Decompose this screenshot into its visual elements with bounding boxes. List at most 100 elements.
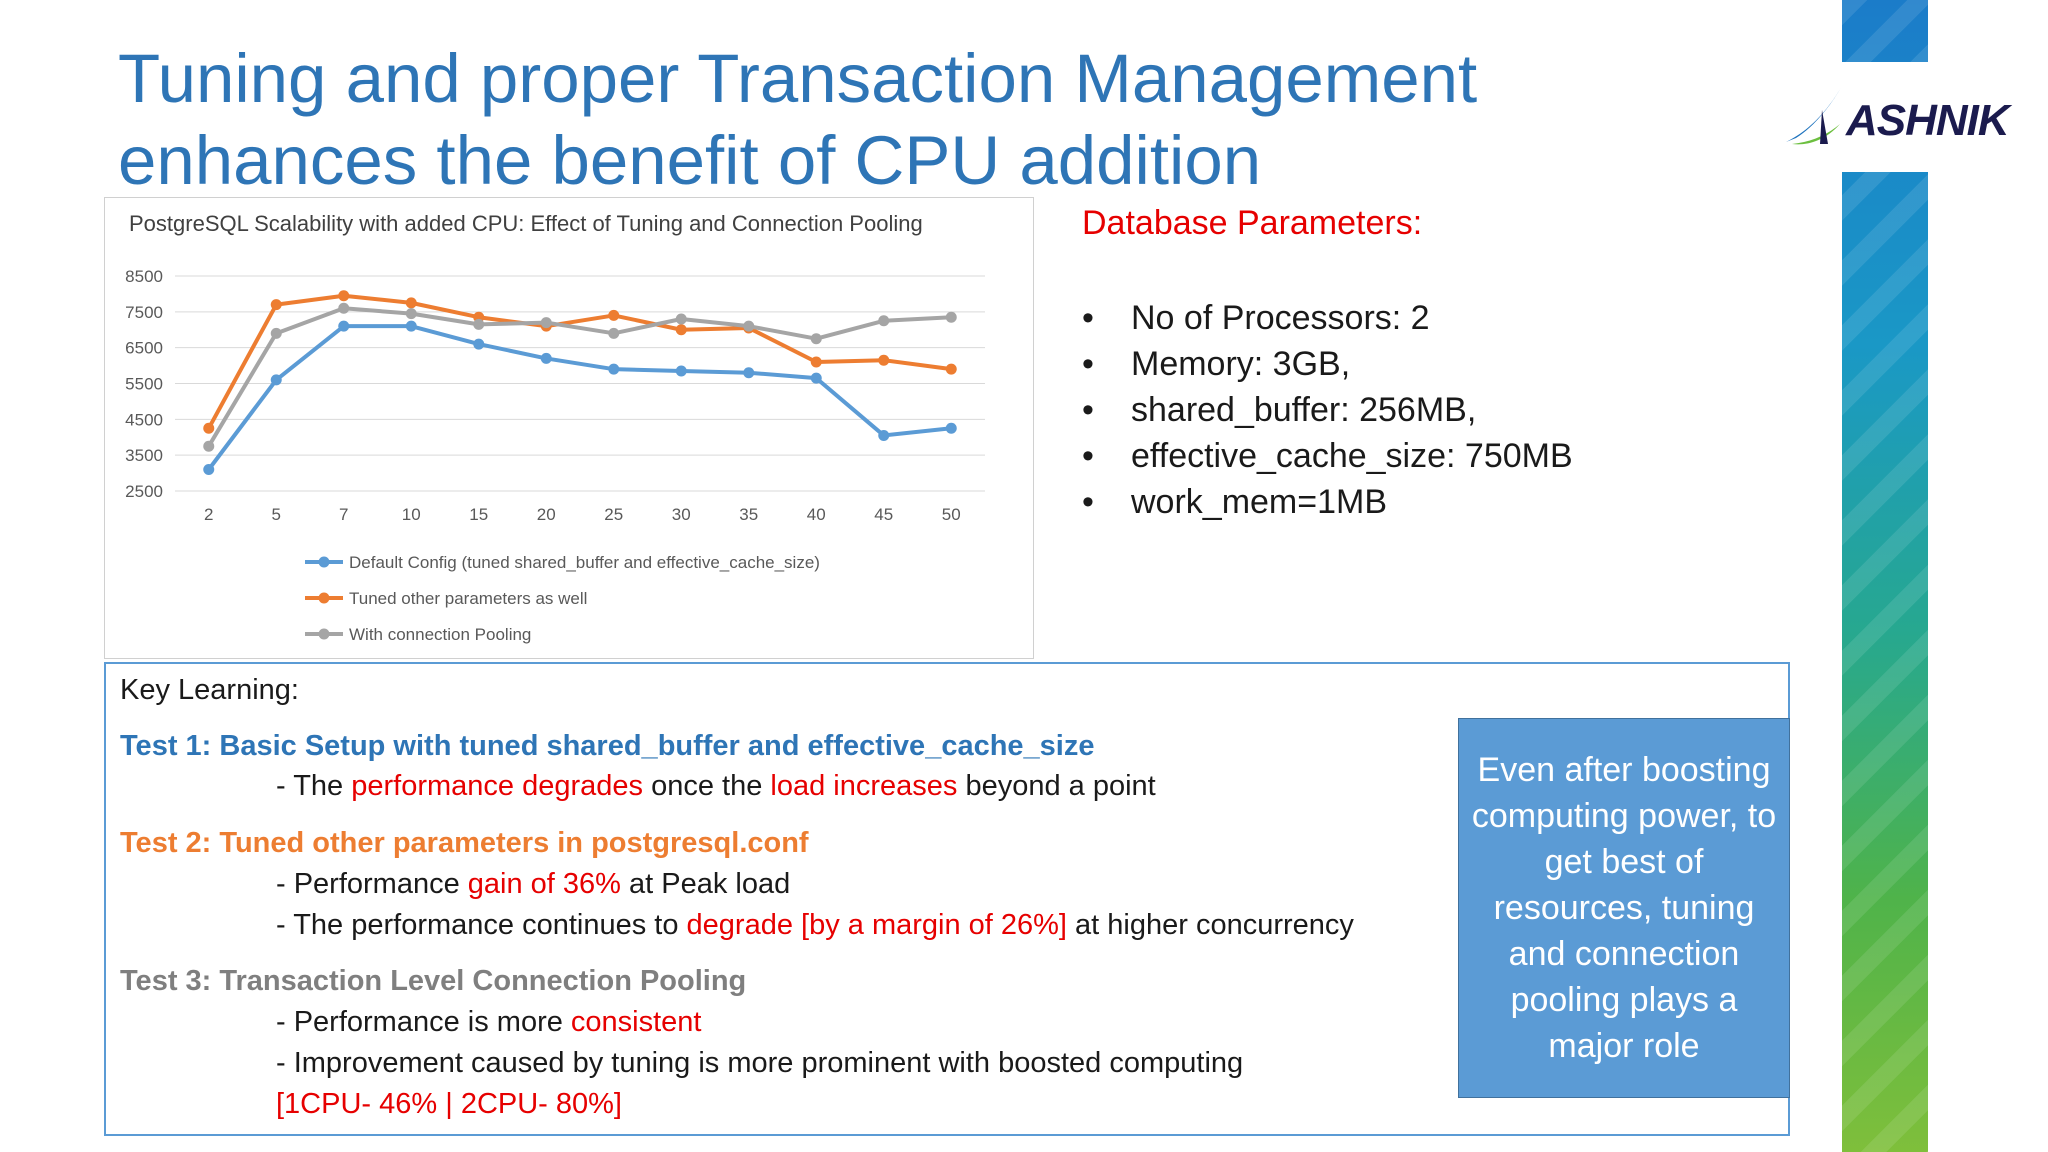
legend-swatch-marker (318, 556, 330, 568)
page-title: Tuning and proper Transaction Management… (118, 38, 1498, 202)
data-point (810, 356, 822, 368)
param-item: shared_buffer: 256MB, (1082, 387, 1573, 433)
legend-entry: Default Config (tuned shared_buffer and … (305, 553, 820, 572)
data-point (270, 374, 282, 386)
test2-title: Test 2: Tuned other parameters in postgr… (120, 827, 809, 859)
data-point (338, 302, 350, 314)
series-1 (203, 320, 957, 475)
key-learning-heading: Key Learning: (120, 674, 299, 706)
test3-line-3: [1CPU- 46% | 2CPU- 80%] (276, 1088, 622, 1120)
y-tick-label: 4500 (125, 410, 163, 429)
text-segment: - The performance continues to (276, 909, 687, 941)
test3-title: Test 3: Transaction Level Connection Poo… (120, 965, 747, 997)
data-point (203, 422, 215, 434)
highlight-text: gain of 36% (467, 868, 621, 900)
x-tick-label: 30 (672, 505, 691, 524)
x-tick-label: 2 (204, 505, 213, 524)
data-point (878, 354, 890, 366)
series-line (207, 306, 952, 448)
param-item: Memory: 3GB, (1082, 341, 1573, 387)
test3-line-2: - Improvement caused by tuning is more p… (276, 1047, 1244, 1079)
text-segment: at Peak load (620, 868, 791, 900)
x-tick-label: 10 (402, 505, 421, 524)
series-line (207, 324, 952, 471)
legend-swatch-marker (318, 628, 330, 640)
legend-label: Default Config (tuned shared_buffer and … (349, 553, 820, 572)
text-segment: once the (643, 770, 771, 802)
param-item: No of Processors: 2 (1082, 295, 1573, 341)
y-tick-label: 6500 (125, 339, 163, 358)
data-point (675, 365, 687, 377)
data-point (675, 313, 687, 325)
data-point (405, 308, 417, 320)
data-point (608, 363, 620, 375)
legend-entry: With connection Pooling (305, 625, 531, 644)
data-point (405, 320, 417, 332)
y-tick-label: 3500 (125, 446, 163, 465)
series-line (206, 293, 952, 430)
text-segment: - Performance (276, 868, 468, 900)
text-segment: - Performance is more (276, 1006, 571, 1038)
x-tick-label: 40 (807, 505, 826, 524)
data-point (203, 440, 215, 452)
y-tick-label: 2500 (125, 482, 163, 501)
x-tick-label: 50 (942, 505, 961, 524)
test2-line-2: - The performance continues to degrade [… (276, 909, 1354, 942)
data-point (743, 320, 755, 332)
data-point (338, 320, 350, 332)
logo-text: ASHNIK (1846, 96, 2010, 145)
highlight-text: consistent (570, 1006, 702, 1038)
y-tick-label: 7500 (125, 303, 163, 322)
params-list: No of Processors: 2 Memory: 3GB, shared_… (1082, 295, 1573, 525)
data-point (945, 363, 957, 375)
decorative-stripe-gap (1842, 62, 1928, 172)
highlight-text: degrade [by a margin of 26%] (686, 909, 1067, 941)
series-2 (203, 290, 957, 434)
test1-title: Test 1: Basic Setup with tuned shared_bu… (120, 730, 1095, 762)
y-tick-label: 5500 (125, 375, 163, 394)
data-point (810, 333, 822, 345)
chart-panel: PostgreSQL Scalability with added CPU: E… (104, 197, 1034, 659)
title-line-2: enhances the benefit of CPU addition (118, 122, 1262, 199)
x-tick-label: 25 (604, 505, 623, 524)
data-point (540, 317, 552, 329)
test2-line-1: - Performance gain of 36% at Peak load (276, 868, 790, 901)
legend-label: With connection Pooling (349, 625, 531, 644)
decorative-stripe (1842, 0, 1928, 1152)
callout-text: Even after boosting computing power, to … (1471, 751, 1777, 1065)
data-point (810, 372, 822, 384)
data-point (473, 318, 485, 330)
chart-title: PostgreSQL Scalability with added CPU: E… (129, 211, 923, 236)
series-3 (203, 302, 957, 452)
swoosh-icon (1786, 86, 1842, 145)
data-point (675, 324, 687, 336)
x-tick-label: 45 (874, 505, 893, 524)
y-tick-label: 8500 (125, 267, 163, 286)
test1-line: - The performance degrades once the load… (276, 770, 1156, 803)
data-point (945, 311, 957, 323)
data-point (878, 429, 890, 441)
text-segment: beyond a point (957, 770, 1156, 802)
legend-entry: Tuned other parameters as well (305, 589, 587, 608)
x-tick-label: 35 (739, 505, 758, 524)
param-item: work_mem=1MB (1082, 479, 1573, 525)
scalability-chart: PostgreSQL Scalability with added CPU: E… (125, 211, 985, 644)
data-point (270, 327, 282, 339)
highlight-text: performance degrades (351, 770, 644, 802)
param-item: effective_cache_size: 750MB (1082, 433, 1573, 479)
x-tick-label: 15 (469, 505, 488, 524)
data-point (608, 327, 620, 339)
data-point (945, 422, 957, 434)
callout-box: Even after boosting computing power, to … (1458, 718, 1790, 1098)
legend-swatch-marker (318, 592, 330, 604)
legend-label: Tuned other parameters as well (349, 589, 587, 608)
x-tick-label: 7 (339, 505, 348, 524)
data-point (270, 299, 282, 311)
x-tick-label: 20 (537, 505, 556, 524)
title-line-1: Tuning and proper Transaction Management (118, 40, 1478, 117)
text-segment: - The (276, 770, 352, 802)
highlight-text: load increases (770, 770, 958, 802)
x-tick-label: 5 (272, 505, 281, 524)
data-point (878, 315, 890, 327)
params-heading: Database Parameters: (1082, 204, 1423, 242)
